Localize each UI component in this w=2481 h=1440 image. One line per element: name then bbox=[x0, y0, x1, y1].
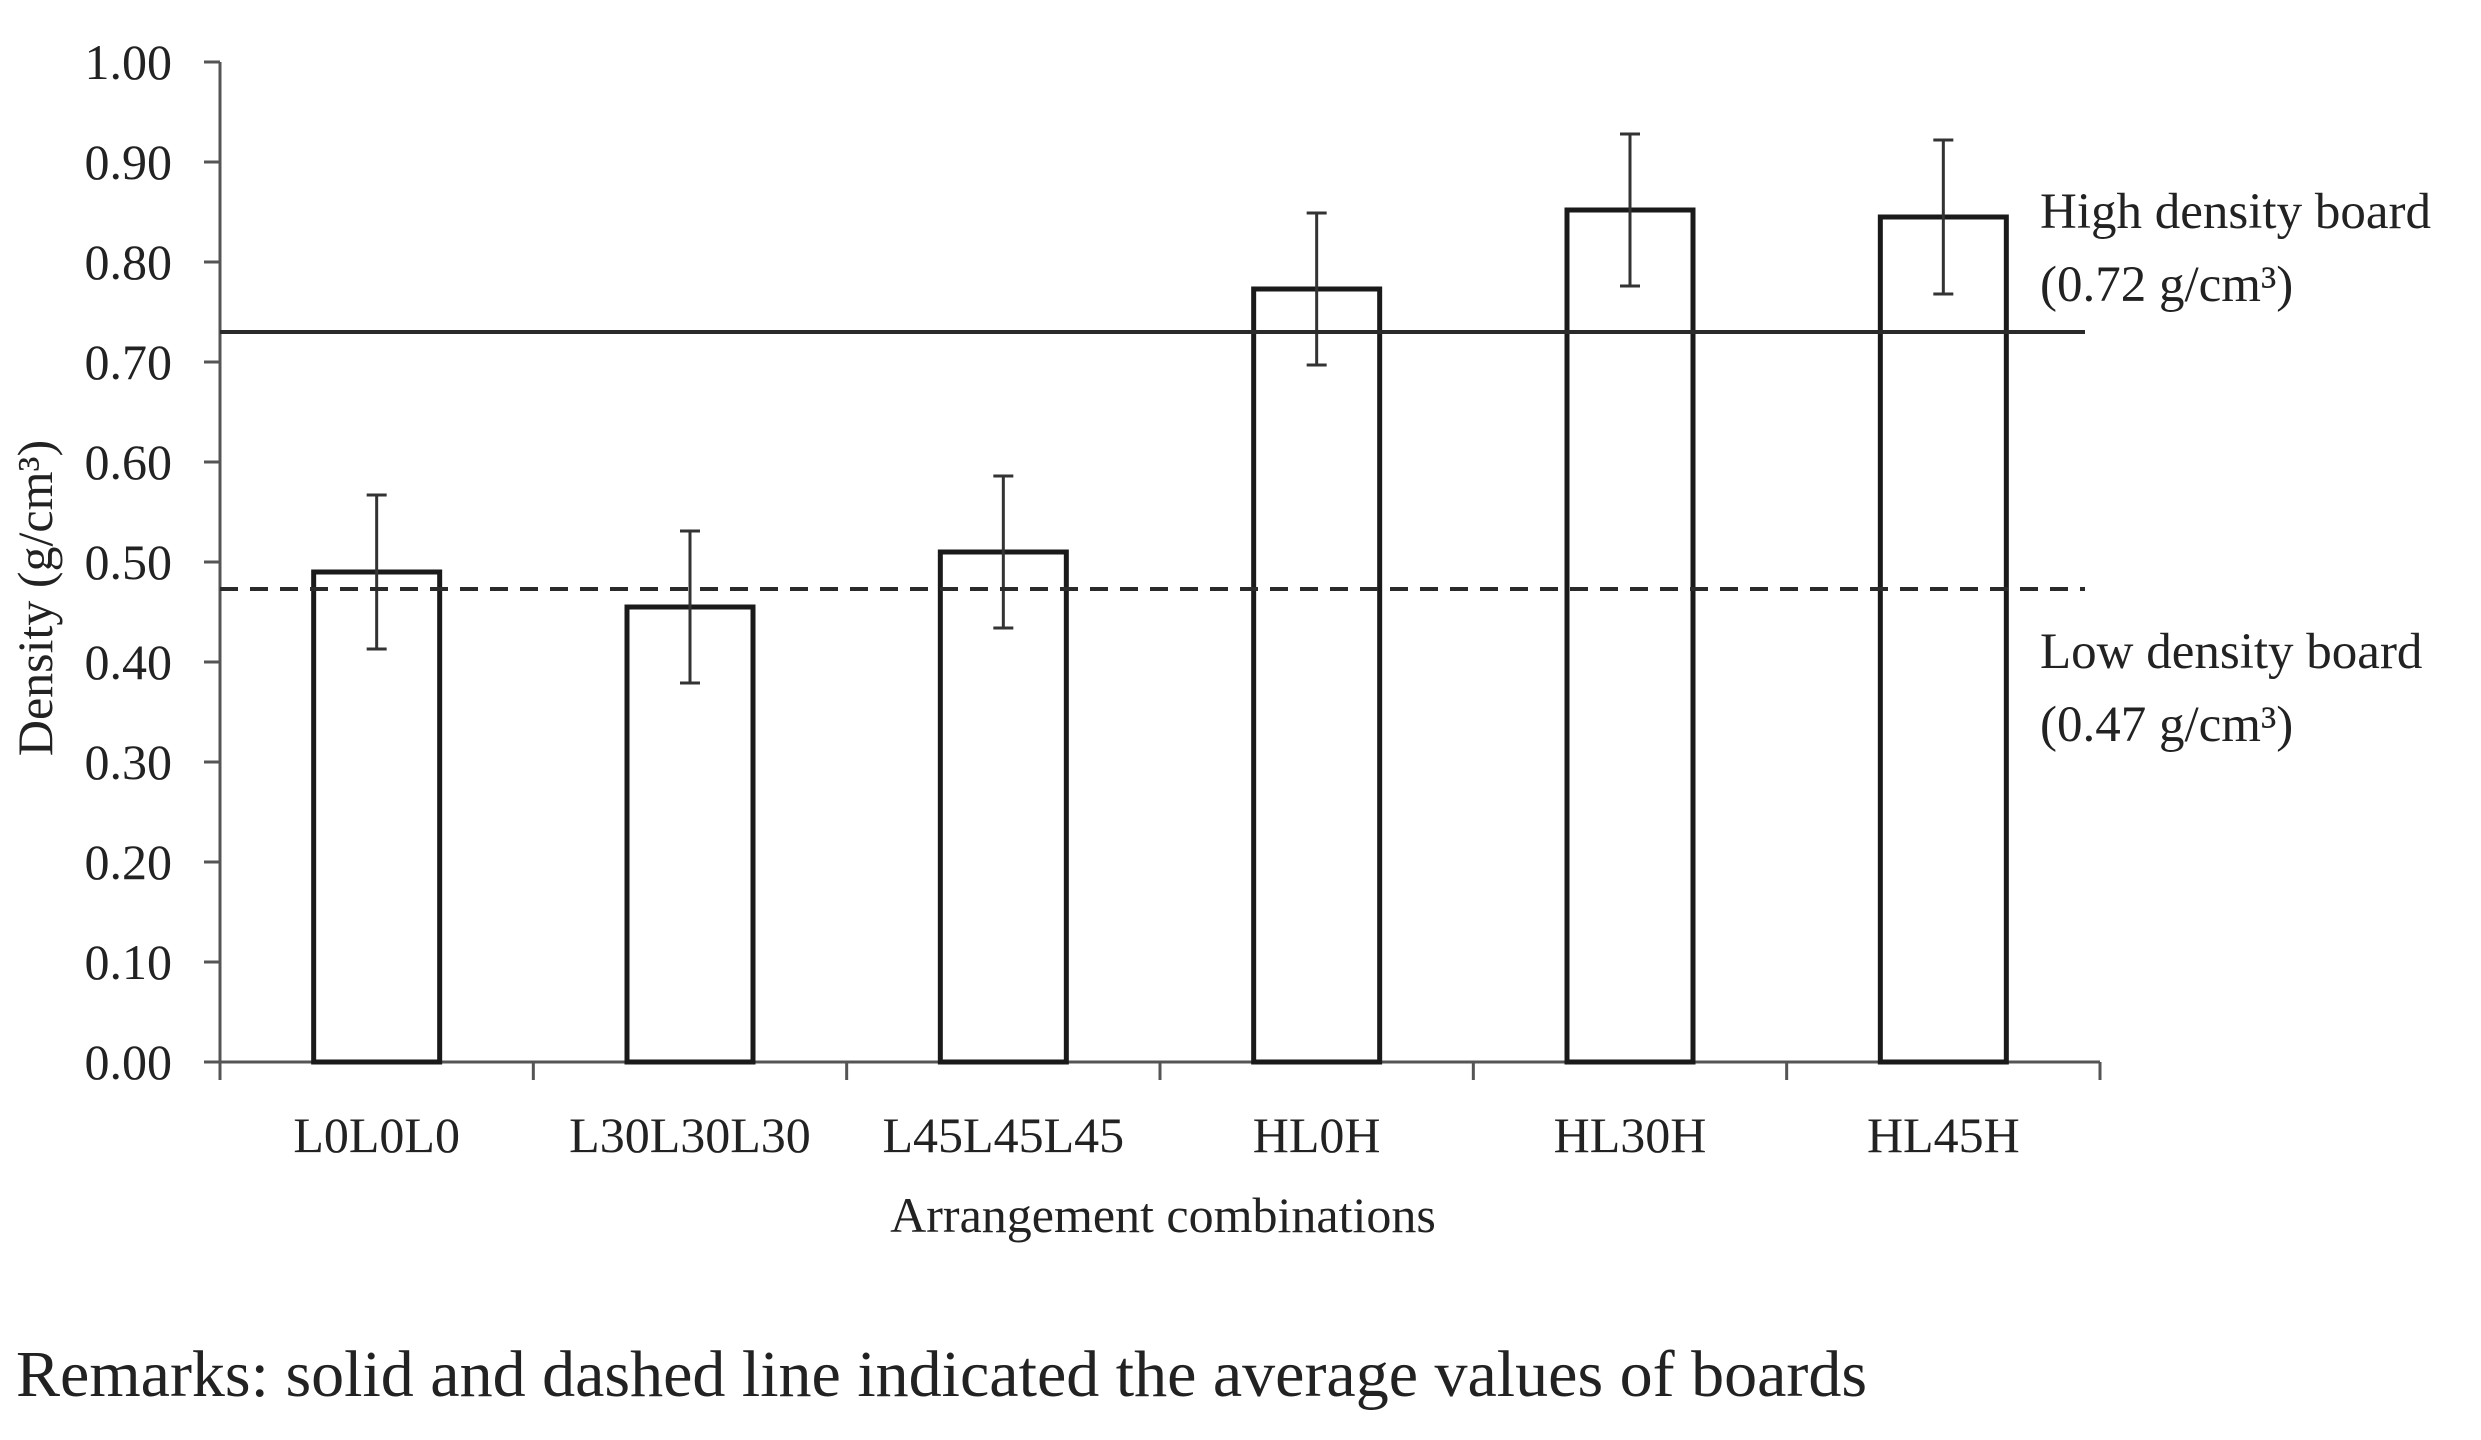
y-tick-label: 0.40 bbox=[85, 634, 173, 690]
x-category-label: L30L30L30 bbox=[569, 1107, 811, 1163]
y-axis-ticks: 0.00 0.10 0.20 0.30 0.40 0.50 0.60 0.70 0.80 0.90… bbox=[85, 34, 173, 1090]
x-axis-title: Arrangement combinations bbox=[890, 1187, 1436, 1243]
y-tick-label: 0.10 bbox=[85, 934, 173, 990]
y-tick-label: 0.20 bbox=[85, 834, 173, 890]
x-category-label: HL30H bbox=[1554, 1107, 1707, 1163]
x-category-label: L45L45L45 bbox=[883, 1107, 1125, 1163]
y-tick-label: 0.90 bbox=[85, 134, 173, 190]
x-category-label: HL0H bbox=[1253, 1107, 1381, 1163]
y-tick-label: 0.00 bbox=[85, 1034, 173, 1090]
reference-label-value: (0.72 g/cm³) bbox=[2040, 257, 2293, 313]
y-tick-label: 0.50 bbox=[85, 534, 173, 590]
bar-hl0h bbox=[1251, 286, 1383, 1065]
y-tick-label: 0.80 bbox=[85, 234, 173, 290]
x-category-label: L0L0L0 bbox=[293, 1107, 460, 1163]
x-axis-categories: L0L0L0 L30L30L30 L45L45L45 HL0H HL30H HL45H bbox=[293, 1107, 2019, 1163]
reference-label-title: High density board bbox=[2040, 184, 2431, 240]
x-axis-tick-marks bbox=[218, 1062, 2102, 1080]
x-category-label: HL45H bbox=[1867, 1107, 2020, 1163]
y-tick-label: 1.00 bbox=[85, 34, 173, 90]
y-tick-label: 0.70 bbox=[85, 334, 173, 390]
reference-label-value: (0.47 g/cm³) bbox=[2040, 697, 2293, 753]
bar-l45l45l45 bbox=[937, 549, 1069, 1065]
reference-label-title: Low density board bbox=[2040, 624, 2422, 680]
error-bars bbox=[366, 132, 1954, 685]
y-tick-label: 0.30 bbox=[85, 734, 173, 790]
bar-hl45h bbox=[1877, 214, 2009, 1065]
bar-l0l0l0 bbox=[311, 569, 443, 1065]
y-tick-label: 0.60 bbox=[85, 434, 173, 490]
remarks-note: Remarks: solid and dashed line indicated… bbox=[16, 1338, 1867, 1411]
bar-hl30h bbox=[1564, 207, 1696, 1065]
y-axis-title: Density (g/cm³) bbox=[7, 440, 63, 756]
reference-lines: High density board (0.72 g/cm³) Low densit… bbox=[220, 184, 2431, 753]
y-axis-tick-marks bbox=[204, 60, 220, 1064]
bars bbox=[311, 207, 2009, 1065]
